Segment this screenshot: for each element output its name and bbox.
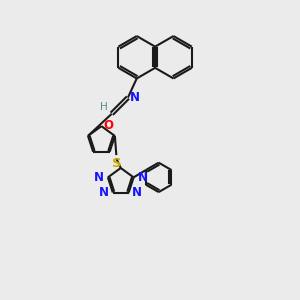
Text: N: N bbox=[132, 186, 142, 199]
Text: N: N bbox=[94, 171, 104, 184]
Text: N: N bbox=[137, 171, 148, 184]
Text: H: H bbox=[100, 102, 108, 112]
Text: S: S bbox=[112, 157, 122, 169]
Text: O: O bbox=[104, 119, 114, 132]
Text: N: N bbox=[129, 91, 140, 104]
Text: N: N bbox=[99, 186, 109, 199]
